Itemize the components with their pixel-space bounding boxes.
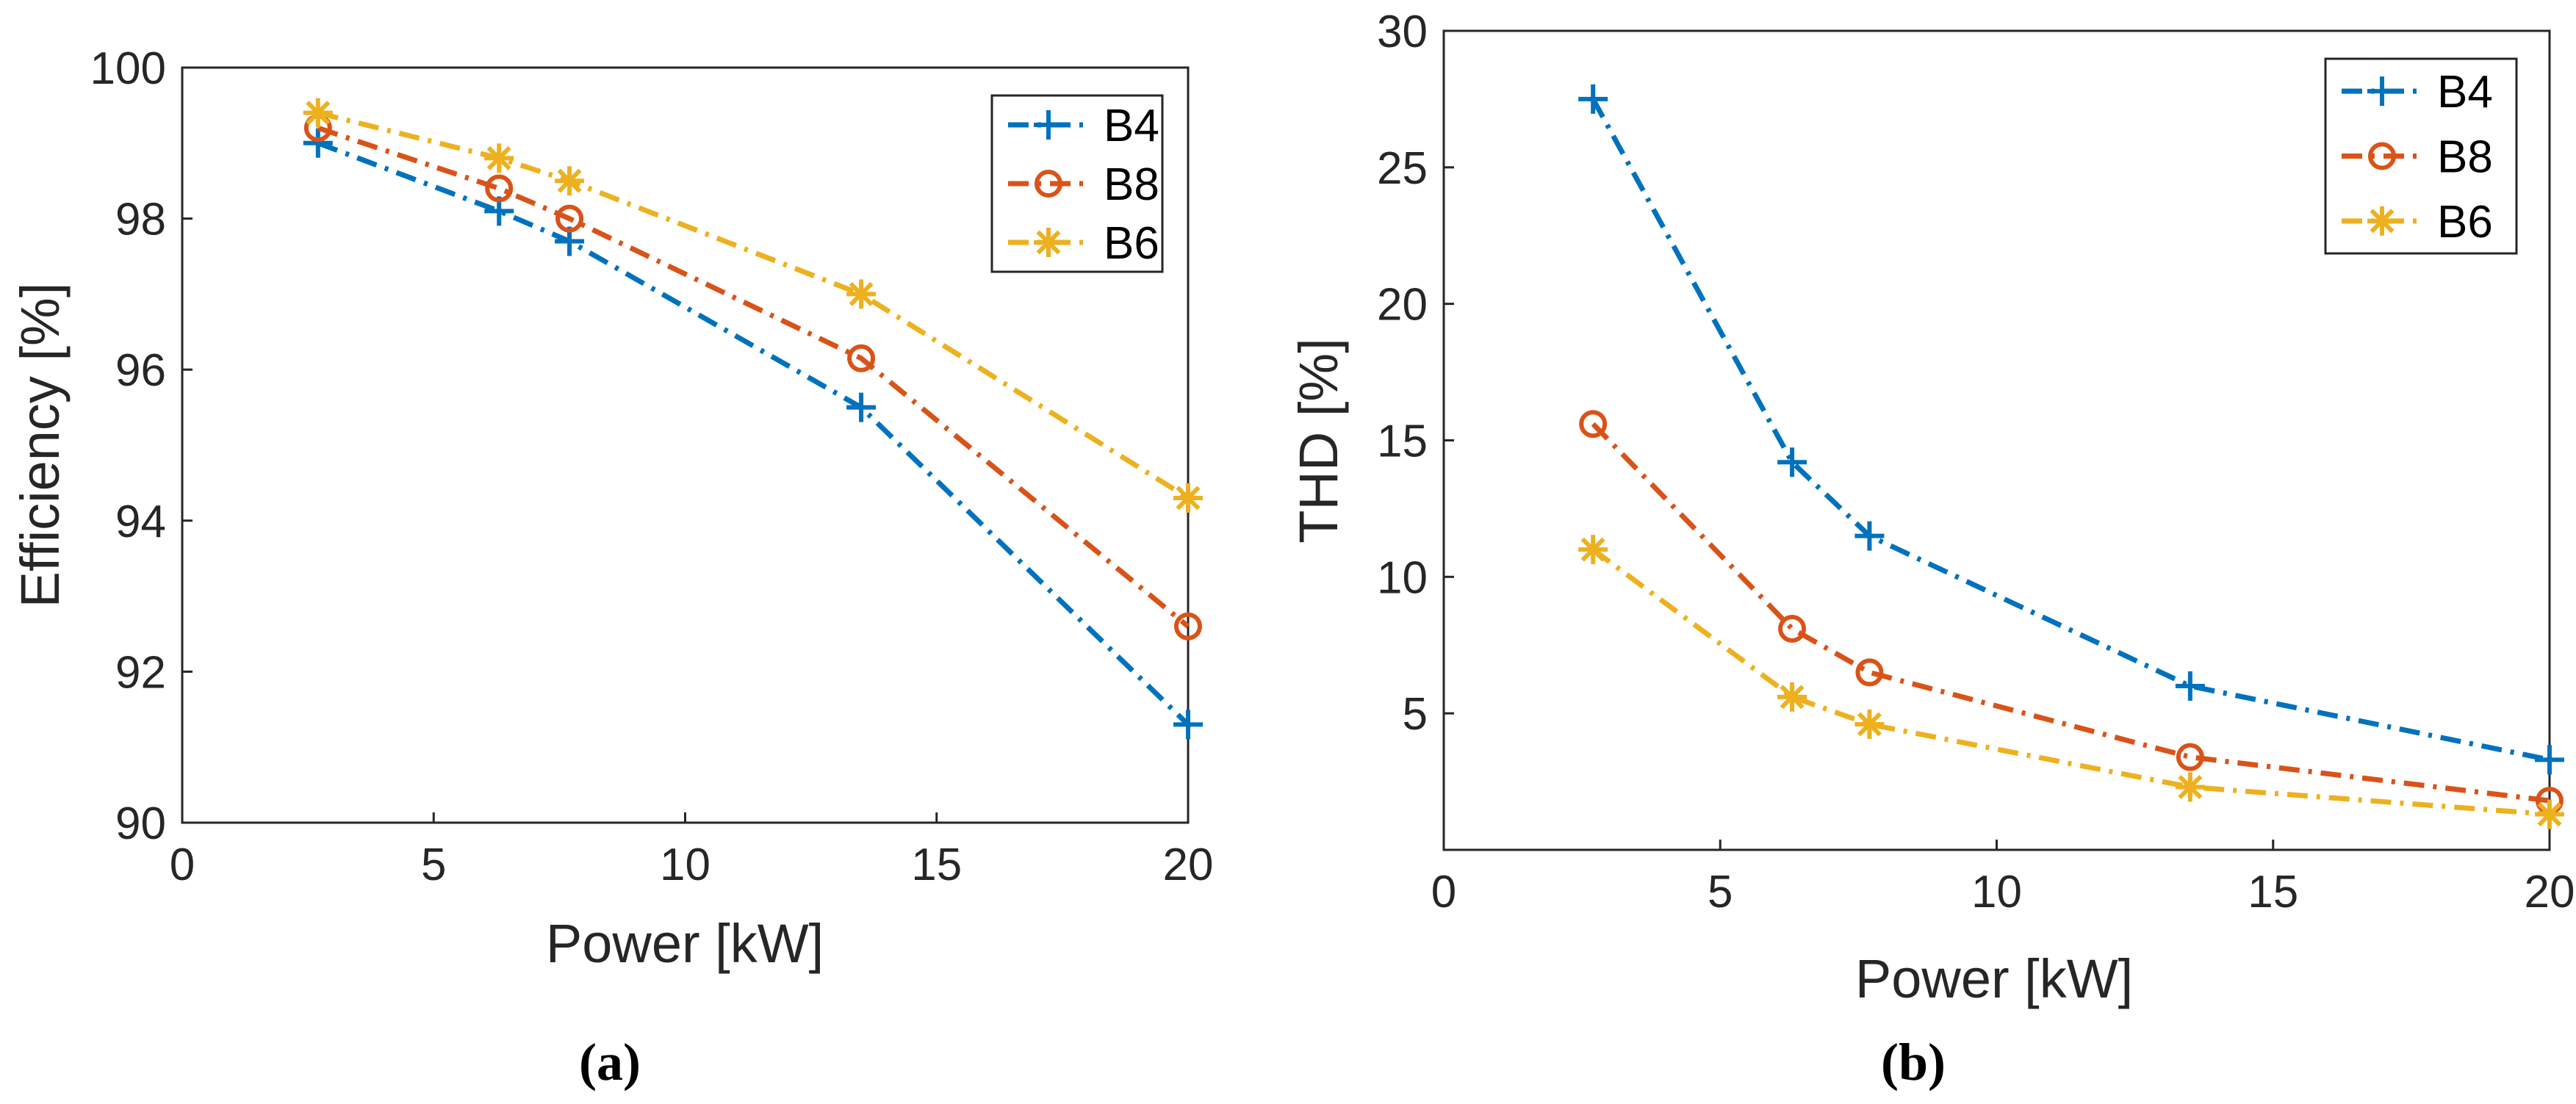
data-point-b8 (1778, 614, 1807, 643)
data-point-b8 (485, 174, 514, 203)
y-axis-label-b: THD [%] (1288, 338, 1349, 544)
x-axis-label-a: Power [kW] (546, 913, 824, 974)
axis-ticks-b: 0 5 10 15 20 5 10 15 20 25 30 (1377, 7, 2575, 917)
legend-marker-b6 (1034, 228, 1063, 257)
data-point-b4 (1777, 447, 1807, 477)
x-tick-label: 15 (911, 840, 962, 890)
x-tick-label: 10 (1971, 867, 2022, 917)
x-tick-label: 0 (170, 840, 195, 890)
data-point-b8 (1855, 658, 1884, 687)
x-tick-label: 20 (2525, 867, 2575, 917)
y-tick-label: 92 (115, 647, 166, 698)
legend-label-b6: B6 (2437, 197, 2493, 248)
legend-marker-b8 (2368, 142, 2396, 170)
series-line-b8 (317, 125, 1190, 629)
legend-label-b6: B6 (1104, 218, 1159, 269)
axis-ticks-a: 0 5 10 15 20 90 92 94 96 98 100 (90, 43, 1214, 890)
data-point-b6 (2535, 799, 2564, 829)
x-axis-label-b: Power [kW] (1855, 948, 2133, 1009)
data-point-b6 (1777, 682, 1807, 712)
data-point-b6 (1173, 483, 1203, 513)
data-point-b8 (555, 204, 584, 233)
data-point-b8 (1174, 612, 1202, 641)
y-tick-label: 15 (1377, 416, 1428, 467)
legend-marker-b8 (1035, 170, 1062, 198)
data-point-b4 (1578, 84, 1608, 114)
data-point-b4 (2175, 671, 2205, 701)
data-point-b4 (303, 128, 333, 158)
legend-b: B4 B8 B6 (2324, 57, 2518, 255)
x-tick-label: 10 (660, 840, 710, 890)
x-tick-label: 5 (1708, 867, 1733, 917)
x-tick-label: 15 (2248, 867, 2298, 917)
y-tick-label: 94 (115, 497, 166, 547)
data-point-b4 (1173, 710, 1203, 740)
legend-a: B4 B8 B6 (990, 94, 1164, 273)
data-point-b6 (846, 279, 877, 309)
legend-label-b8: B8 (2437, 132, 2493, 183)
data-point-b6 (1854, 710, 1885, 740)
y-tick-label: 100 (90, 43, 166, 94)
legend-label-b4: B4 (1104, 101, 1159, 151)
legend-marker-b4 (2367, 76, 2397, 107)
data-point-b4 (846, 392, 877, 422)
y-tick-label: 25 (1377, 143, 1428, 194)
legend-label-b4: B4 (2437, 67, 2493, 118)
legend-label-b8: B8 (1104, 159, 1159, 210)
y-tick-label: 96 (115, 345, 166, 396)
legend-marker-b6 (2367, 206, 2397, 236)
data-point-b6 (1578, 535, 1608, 565)
data-point-b6 (303, 98, 333, 128)
chart-panel-b: 0 5 10 15 20 5 10 15 20 25 30 B4 B8 B6 Power [kW] TH… (1288, 7, 2575, 1092)
data-point-b6 (555, 166, 585, 196)
y-tick-label: 5 (1403, 689, 1428, 740)
data-point-b6 (484, 143, 514, 173)
series-lines-a (303, 98, 1203, 740)
y-axis-label-a: Efficiency [%] (10, 283, 71, 608)
panel-caption-b: (b) (1881, 1033, 1946, 1092)
data-point-b8 (1579, 410, 1608, 439)
data-point-b4 (2535, 745, 2564, 775)
y-tick-label: 10 (1377, 552, 1428, 603)
x-tick-label: 0 (1431, 867, 1456, 917)
data-point-b6 (2175, 772, 2205, 802)
series-line-b8 (1591, 422, 2550, 804)
panel-caption-a: (a) (579, 1033, 641, 1092)
legend-marker-b4 (1034, 110, 1063, 140)
y-tick-label: 98 (115, 195, 166, 245)
y-tick-label: 30 (1377, 7, 1428, 57)
x-tick-label: 20 (1163, 840, 1214, 890)
data-point-b8 (2176, 743, 2204, 771)
data-point-b8 (847, 344, 876, 372)
data-point-b4 (1854, 521, 1885, 551)
y-tick-label: 90 (115, 798, 166, 849)
x-tick-label: 5 (421, 840, 446, 890)
y-tick-label: 20 (1377, 280, 1428, 331)
series-lines-b (1578, 84, 2564, 829)
